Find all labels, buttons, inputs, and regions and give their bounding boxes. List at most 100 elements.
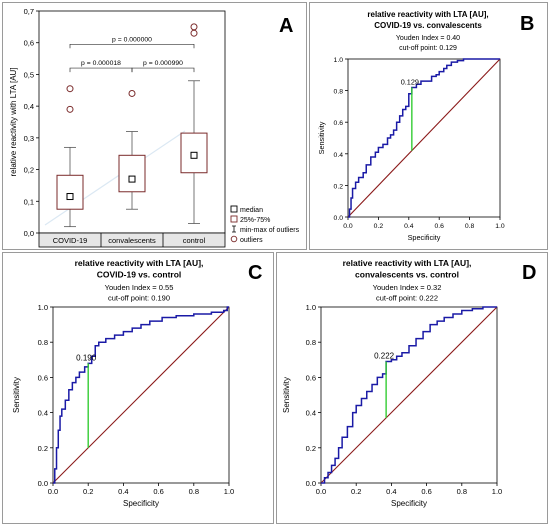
x-tick-label: 1.0 — [495, 223, 505, 230]
y-axis-label: Sensitivity — [282, 377, 291, 413]
y-tick-label: 1.0 — [38, 303, 48, 312]
y-tick-label: 0,5 — [24, 70, 34, 79]
youden-index: Youden Index = 0.32 — [373, 283, 442, 292]
y-tick-label: 0.4 — [38, 409, 48, 418]
x-axis-label: Specificity — [408, 233, 441, 242]
legend-outlier-label: outliers — [240, 237, 263, 244]
chart-title-line: relative reactivity with LTA [AU], — [367, 10, 488, 19]
y-tick-label: 0,2 — [24, 166, 34, 175]
panel-d: relative reactivity with LTA [AU], conval… — [276, 252, 548, 524]
cutoff-point: cut-off point: 0.222 — [376, 294, 438, 303]
category-label: COVID-19 — [53, 236, 88, 245]
y-tick-label: 0.6 — [334, 120, 344, 127]
p-value-label: p = 0.000018 — [81, 60, 121, 67]
x-tick-label: 0.8 — [457, 487, 467, 496]
legend-whisker-label: min-max of outliers — [240, 227, 300, 234]
x-axis-label: Specificity — [123, 499, 159, 508]
legend-whisker-swatch — [232, 225, 236, 233]
x-tick-label: 0.2 — [83, 487, 93, 496]
y-tick-label: 1.0 — [334, 57, 344, 64]
legend-median-label: median — [240, 207, 263, 214]
x-tick-label: 0.2 — [351, 487, 361, 496]
youden-index: Youden Index = 0.40 — [396, 35, 460, 42]
outlier-point — [190, 23, 198, 31]
y-tick-label: 0.2 — [306, 444, 316, 453]
roc-chart-b: relative reactivity with LTA [AU], COVID-… — [317, 10, 534, 242]
outlier-point — [66, 105, 74, 113]
y-tick-label: 0.0 — [38, 479, 48, 488]
chart-title-line: COVID-19 vs. control — [97, 270, 182, 280]
panel-label: C — [248, 262, 262, 284]
y-tick-label: 0,3 — [24, 134, 34, 143]
x-tick-label: 0.6 — [153, 487, 163, 496]
chart-title-line: relative reactivity with LTA [AU], — [343, 258, 472, 268]
y-axis-label: Sensitivity — [317, 121, 326, 154]
y-tick-label: 0.0 — [306, 479, 316, 488]
x-tick-label: 1.0 — [224, 487, 234, 496]
p-value-label: p = 0.000990 — [143, 60, 183, 67]
roc-curve — [53, 306, 229, 484]
x-tick-label: 0.8 — [189, 487, 199, 496]
boxplot-chart: 0,0 0,1 0,2 0,3 0,4 0,5 0,6 0,7 relative reactiv… — [9, 7, 300, 248]
legend-outlier-swatch — [230, 235, 238, 243]
panel-label: D — [522, 262, 536, 284]
youden-index: Youden Index = 0.55 — [105, 283, 174, 292]
cutoff-point: cut-off point: 0.129 — [399, 45, 457, 52]
y-tick-label: 0.4 — [306, 409, 316, 418]
chart-title-line: relative reactivity with LTA [AU], — [75, 258, 204, 268]
y-tick-label: 0.8 — [334, 89, 344, 96]
chart-title-line: convalescents vs. control — [355, 270, 459, 280]
y-tick-label: 0,4 — [24, 102, 34, 111]
roc-curve — [348, 58, 500, 218]
cutoff-marker-label: 0.222 — [374, 352, 395, 361]
x-tick-label: 0.2 — [374, 223, 384, 230]
y-tick-label: 0.6 — [38, 373, 48, 382]
y-axis-label: relative reactivity with LTA [AU] — [9, 67, 18, 176]
y-tick-label: 0,0 — [24, 229, 34, 238]
legend-box-label: 25%-75% — [240, 217, 270, 224]
category-label: convalescents — [108, 236, 156, 245]
panel-label: B — [520, 13, 534, 35]
median-marker — [66, 193, 74, 201]
comparison-bracket — [69, 43, 195, 49]
x-tick-label: 0.0 — [343, 223, 353, 230]
category-label: control — [183, 236, 206, 245]
outlier-point — [66, 85, 74, 93]
box — [118, 154, 146, 193]
median-marker — [128, 175, 136, 183]
x-axis-label: Specificity — [391, 499, 427, 508]
legend-box-swatch — [230, 215, 238, 223]
y-tick-label: 1.0 — [306, 303, 316, 312]
cutoff-point: cut-off point: 0.190 — [108, 294, 170, 303]
box — [56, 174, 84, 210]
legend-median-swatch — [230, 205, 238, 213]
y-tick-label: 0.2 — [334, 183, 344, 190]
reference-diagonal — [52, 306, 230, 484]
y-tick-label: 0.8 — [306, 338, 316, 347]
x-tick-label: 0.8 — [465, 223, 475, 230]
y-tick-label: 0,7 — [24, 7, 34, 16]
x-tick-label: 0.0 — [48, 487, 58, 496]
roc-chart-c: relative reactivity with LTA [AU], COVID-… — [12, 258, 262, 508]
y-axis-label: Sensitivity — [12, 377, 21, 413]
panel-label: A — [279, 15, 293, 37]
x-tick-label: 0.4 — [118, 487, 128, 496]
outlier-point — [128, 89, 136, 97]
x-tick-label: 0.0 — [316, 487, 326, 496]
y-tick-label: 0.2 — [38, 444, 48, 453]
panel-c: relative reactivity with LTA [AU], COVID-… — [2, 252, 274, 524]
panel-b: relative reactivity with LTA [AU], COVID-… — [309, 2, 548, 250]
y-tick-label: 0.6 — [306, 373, 316, 382]
x-tick-label: 0.4 — [404, 223, 414, 230]
comparison-bracket — [131, 67, 195, 73]
chart-title-line: COVID-19 vs. convalescents — [374, 21, 482, 30]
x-tick-label: 0.4 — [386, 487, 396, 496]
cutoff-marker-label: 0.190 — [76, 353, 97, 362]
panel-a: 0,0 0,1 0,2 0,3 0,4 0,5 0,6 0,7 relative reactiv… — [2, 2, 307, 250]
category-band — [38, 232, 226, 248]
y-tick-label: 0,6 — [24, 39, 34, 48]
roc-chart-d: relative reactivity with LTA [AU], conval… — [282, 258, 536, 508]
y-tick-label: 0,1 — [24, 197, 34, 206]
y-tick-label: 0.8 — [38, 338, 48, 347]
reference-diagonal — [320, 306, 498, 484]
